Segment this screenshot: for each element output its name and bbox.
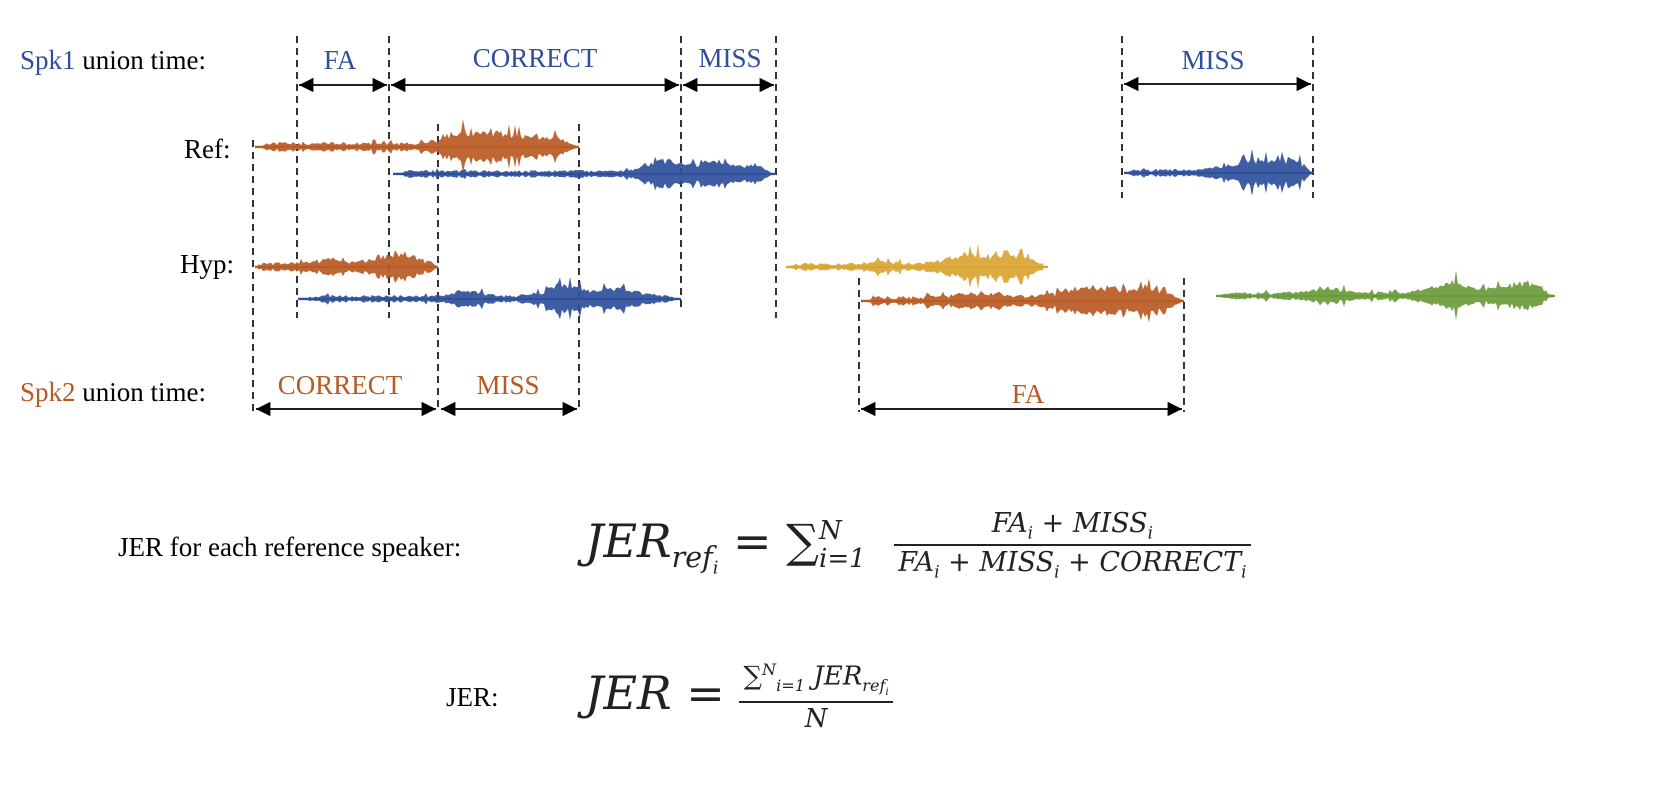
spk1-suffix: union time: <box>75 45 207 75</box>
equals-sign: = <box>733 514 787 569</box>
jer-formula: JER = ∑Ni=1 JERrefi N <box>585 660 893 735</box>
equals-sign-2: = <box>686 666 740 721</box>
spk2-suffix: union time: <box>75 377 207 407</box>
formula2-sum-lower: i=1 <box>776 675 806 695</box>
formula2-jer: JER <box>813 661 863 692</box>
spk1-name: Spk1 <box>20 45 76 75</box>
spk2-miss-label: MISS <box>476 370 540 400</box>
spk2-fa-label: FA <box>1011 379 1045 409</box>
formula1-lhs-sub: ref <box>671 541 713 575</box>
sum-lower: i=1 <box>819 544 866 575</box>
formula2-numerator: ∑Ni=1 JERrefi <box>739 660 893 704</box>
formula2-denominator: N <box>804 704 828 735</box>
formula1-lhs: JER <box>585 514 672 569</box>
spk1-miss-label: MISS <box>698 43 762 73</box>
spk1-fa-label: FA <box>323 45 357 75</box>
boundary-dashed-lines <box>252 36 1314 412</box>
formula2-ref: ref <box>862 675 886 695</box>
formula2-lhs: JER <box>585 666 672 721</box>
formula1-denominator: FAi + MISSi + CORRECTi <box>898 547 1247 582</box>
spk2-correct-label: CORRECT <box>277 370 403 400</box>
spk1-correct-label: CORRECT <box>472 43 598 73</box>
ref-row-label: Ref: <box>184 134 231 164</box>
spk2-name: Spk2 <box>20 377 76 407</box>
waveforms <box>255 119 1555 323</box>
hyp-row-label: Hyp: <box>180 249 234 279</box>
formula1-label: JER for each reference speaker: <box>118 532 462 562</box>
spk2-union-time-label: Spk2 union time: <box>20 379 206 406</box>
formula2-i: i <box>885 687 889 699</box>
spk1-miss-label-2: MISS <box>1181 45 1245 75</box>
formula2-label: JER: <box>446 682 499 712</box>
spk1-union-time-label: Spk1 union time: <box>20 47 206 74</box>
formula1-numerator: FAi + MISSi <box>894 510 1251 547</box>
interval-arrows <box>255 76 1311 417</box>
formula2-sum-upper: N <box>762 660 777 679</box>
sum-upper: N <box>819 515 842 546</box>
sum-symbol: ∑ <box>786 514 820 569</box>
formula1-lhs-subsub: i <box>712 559 719 580</box>
